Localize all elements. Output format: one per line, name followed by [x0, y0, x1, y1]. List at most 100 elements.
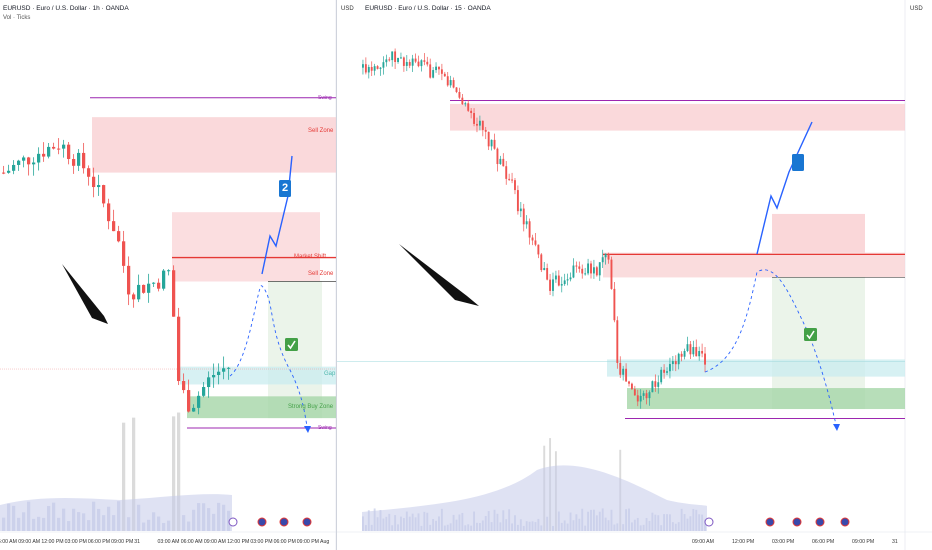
sell-zone-2-label: Sell Zone: [308, 270, 334, 277]
sell-zone-2-box: [603, 252, 905, 278]
volume-bar: [172, 416, 176, 531]
wave-badge-icon: [792, 154, 804, 171]
sell-zone-box: [450, 103, 905, 131]
candle-body: [502, 158, 505, 167]
candle-body: [202, 387, 206, 396]
candle-body: [552, 279, 554, 291]
strong-buy-zone-box: [627, 388, 905, 410]
time-axis-label: 09:00 PM: [111, 539, 134, 545]
candle-body: [587, 263, 590, 274]
candle-body: [435, 66, 437, 71]
candle-body: [601, 257, 604, 263]
candle-body: [677, 353, 680, 365]
candle-body: [534, 240, 537, 245]
wave-badge-icon: [279, 180, 291, 197]
candle-body: [92, 176, 96, 188]
red-target-box: [772, 213, 865, 253]
economic-event-icon: [257, 517, 267, 527]
time-axis-label: 09:00 AM: [692, 539, 714, 545]
candle-body: [400, 57, 402, 59]
candle-body: [636, 395, 639, 402]
candle-body: [142, 284, 146, 293]
candle-body: [82, 152, 86, 169]
candle-body: [464, 103, 467, 105]
candle-body: [654, 381, 657, 387]
left-volume-indicator-label[interactable]: Vol · Ticks: [3, 15, 31, 21]
candle-body: [32, 162, 36, 165]
candle-body: [470, 110, 473, 114]
down-arrow-icon: [62, 264, 108, 324]
candle-body: [698, 350, 701, 357]
candle-body: [455, 87, 458, 93]
candle-body: [132, 294, 136, 300]
candle-body: [112, 221, 116, 232]
economic-event-icon: [792, 517, 802, 527]
candle-body: [683, 350, 686, 357]
economic-event-icon: [228, 517, 238, 527]
left-chart-pane[interactable]: EURUSD · Euro / U.S. Dollar · 1h · OANDA…: [0, 0, 336, 550]
candle-body: [443, 73, 446, 77]
target-zone-box: [772, 277, 865, 410]
wave-number-label: 2: [282, 182, 289, 194]
candle-body: [689, 344, 692, 355]
candle-body: [467, 103, 470, 111]
candle-body: [212, 375, 216, 378]
right-symbol-title[interactable]: EURUSD · Euro / U.S. Dollar · 15 · OANDA: [365, 5, 491, 12]
time-axis-label: 09:00 AM: [18, 539, 41, 545]
left-chart-canvas[interactable]: [0, 0, 336, 550]
candle-body: [405, 62, 408, 66]
economic-event-icon: [840, 517, 850, 527]
candle-body: [87, 168, 91, 177]
candle-body: [604, 253, 607, 258]
candle-body: [362, 64, 364, 68]
candle-body: [172, 270, 176, 317]
checkmark-badge-icon: [285, 338, 298, 351]
time-axis-label: 12:00 PM: [41, 539, 64, 545]
sell-zone-label: Sell Zone: [308, 128, 334, 135]
candle-body: [519, 208, 522, 212]
candle-body: [414, 58, 417, 62]
time-axis-label: 06:00 AM: [0, 539, 17, 545]
candle-body: [222, 368, 226, 372]
time-axis-label: 06:00 PM: [812, 539, 835, 545]
candle-body: [543, 268, 546, 271]
time-axis-label: 31: [892, 539, 898, 545]
dashed-projection-path: [229, 285, 309, 431]
time-axis-label: 03:00 PM: [64, 539, 87, 545]
down-arrow-icon: [399, 244, 479, 306]
candle-body: [423, 60, 426, 62]
candle-body: [651, 381, 654, 393]
candle-body: [554, 275, 557, 280]
candle-body: [563, 280, 566, 285]
candle-body: [429, 64, 432, 78]
volume-bar: [177, 412, 181, 531]
candle-body: [660, 369, 663, 383]
candle-body: [695, 347, 698, 357]
candle-body: [458, 92, 461, 98]
candle-body: [385, 59, 388, 63]
candle-body: [364, 64, 367, 73]
left-symbol-title[interactable]: EURUSD · Euro / U.S. Dollar · 1h · OANDA: [3, 5, 129, 12]
economic-event-icon: [704, 517, 714, 527]
right-chart-canvas[interactable]: [337, 0, 932, 550]
pane-divider[interactable]: [336, 0, 337, 550]
candle-body: [522, 208, 525, 225]
candle-body: [27, 157, 31, 165]
candle-body: [590, 263, 592, 274]
candle-body: [630, 383, 633, 390]
candle-body: [12, 164, 16, 171]
candle-body: [628, 381, 630, 384]
candle-body: [633, 389, 636, 396]
right-chart-pane[interactable]: USD EURUSD · Euro / U.S. Dollar · 15 · O…: [337, 0, 932, 550]
time-axis-label: 03:00 AM: [157, 539, 180, 545]
candle-body: [57, 148, 61, 150]
time-axis-label: 12:00 PM: [227, 539, 250, 545]
time-axis-label: 09:00 PM: [296, 539, 319, 545]
candle-body: [461, 97, 464, 105]
candle-body: [704, 353, 706, 365]
time-axis-label: Aug: [320, 539, 330, 545]
candle-body: [370, 67, 373, 71]
candle-body: [496, 148, 499, 165]
candle-body: [584, 273, 587, 275]
candle-body: [402, 57, 405, 66]
